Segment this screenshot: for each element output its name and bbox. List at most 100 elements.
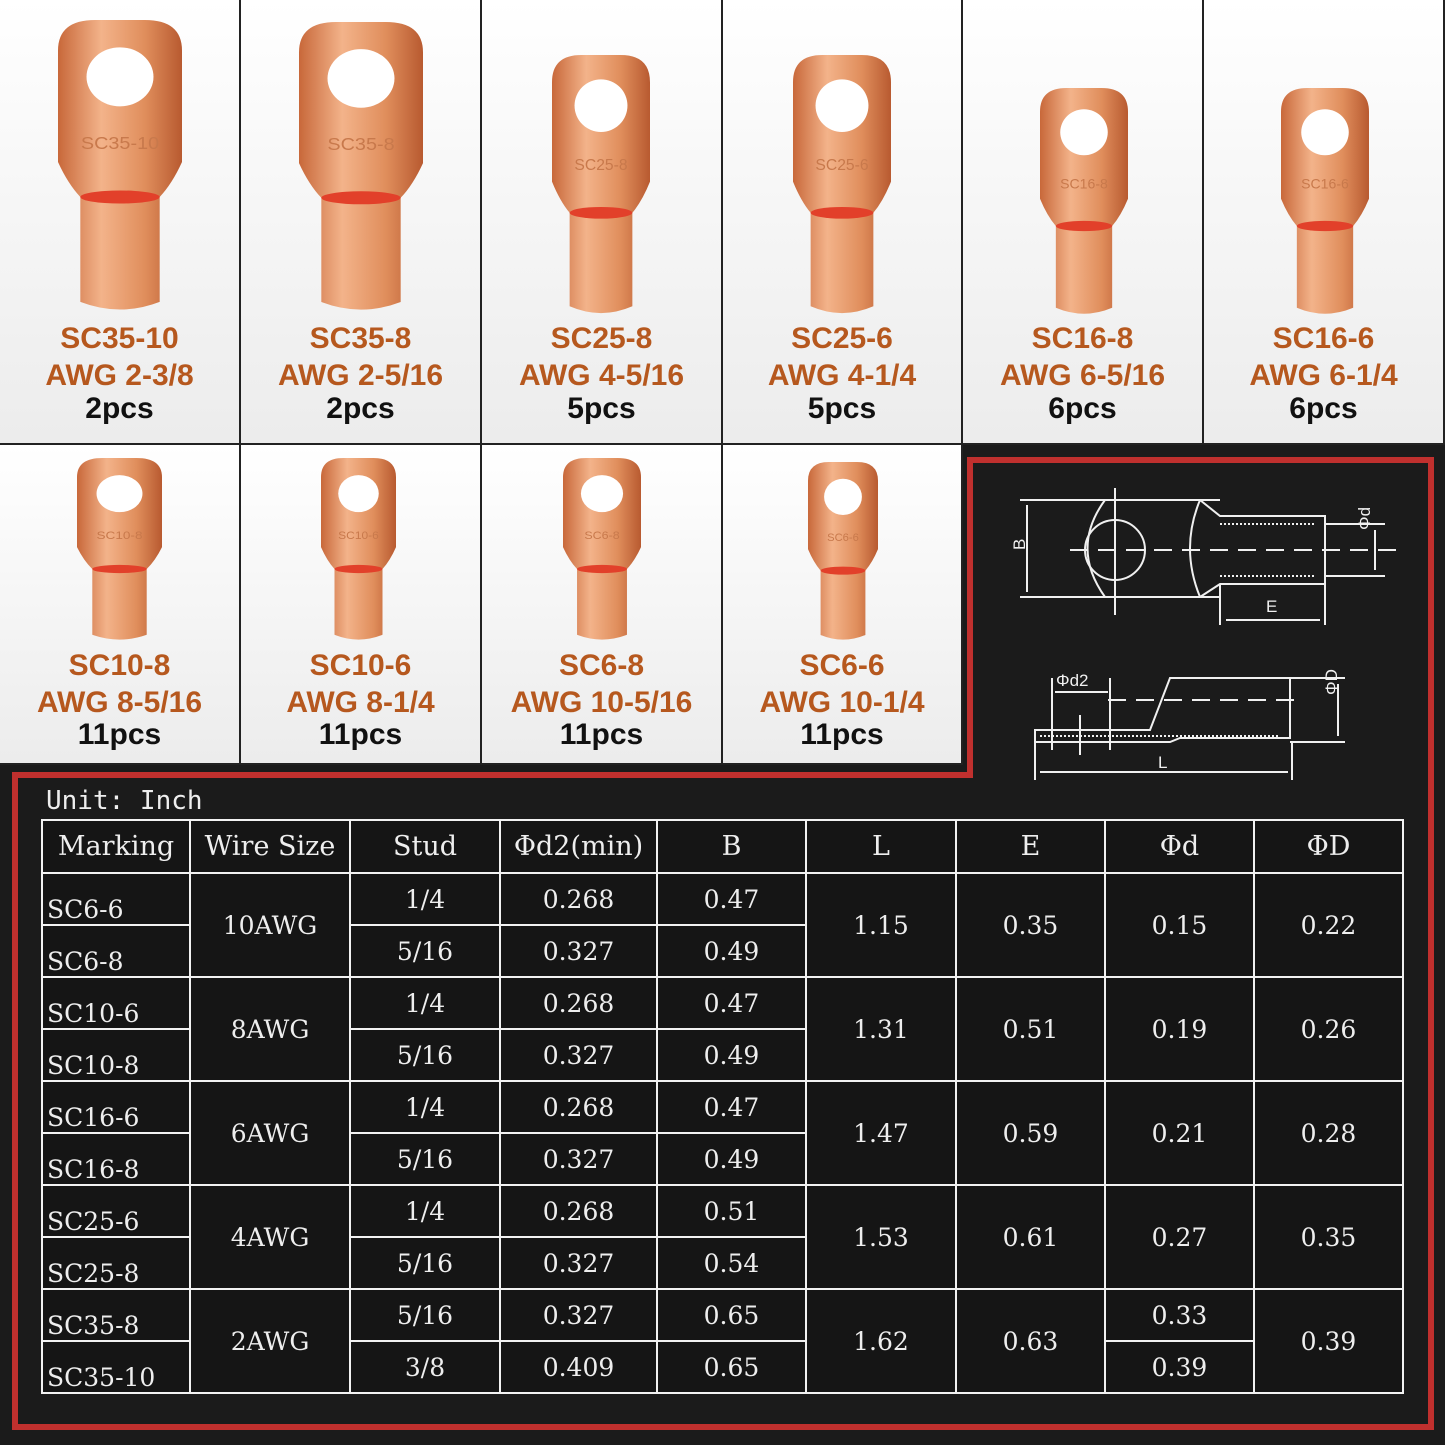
- lug-stamped-marking: SC25-8: [574, 157, 627, 174]
- product-awg: AWG 10-5/16: [510, 686, 693, 719]
- table-row: SC10-6 8AWG 1/4 0.268 0.47 1.31 0.51 0.19 0.26: [41, 976, 1404, 1082]
- stud-cell: 1/4: [349, 1080, 501, 1134]
- product-card: SC10-6 SC10-6 AWG 8-1/4 11pcs: [241, 445, 482, 765]
- b-cell: 0.49: [656, 924, 807, 978]
- d-cell: 0.21: [1104, 1080, 1255, 1186]
- product-marking: SC35-8: [309, 322, 412, 355]
- copper-lug-image: SC10-8: [77, 458, 162, 640]
- product-card: SC10-8 SC10-8 AWG 8-5/16 11pcs: [0, 445, 241, 765]
- product-marking: SC35-10: [60, 322, 179, 355]
- product-marking: SC16-8: [1031, 322, 1134, 355]
- product-awg: AWG 2-5/16: [277, 359, 444, 392]
- product-awg: AWG 2-3/8: [45, 359, 194, 392]
- stud-cell: 1/4: [349, 872, 501, 926]
- product-card: SC16-6 SC16-6 AWG 6-1/4 6pcs: [1204, 0, 1445, 445]
- marking-cell: SC35-8: [41, 1288, 191, 1342]
- wire-size-cell: 4AWG: [189, 1184, 351, 1290]
- lug-stamped-marking: SC6-8: [584, 530, 620, 542]
- marking-cell: SC25-6: [41, 1184, 191, 1238]
- product-awg: AWG 4-5/16: [518, 359, 685, 392]
- l-cell: 1.62: [805, 1288, 957, 1394]
- product-quantity: 5pcs: [807, 392, 877, 425]
- stud-cell: 1/4: [349, 1184, 501, 1238]
- column-header: B: [656, 819, 807, 874]
- d2-cell: 0.268: [499, 1080, 658, 1134]
- product-quantity: 11pcs: [800, 718, 884, 751]
- d2-cell: 0.268: [499, 1184, 658, 1238]
- e-cell: 0.35: [955, 872, 1106, 978]
- wire-size-cell: 8AWG: [189, 976, 351, 1082]
- d-cell: 0.19: [1104, 976, 1255, 1082]
- b-cell: 0.51: [656, 1184, 807, 1238]
- e-cell: 0.61: [955, 1184, 1106, 1290]
- marking-cell: SC35-10: [41, 1340, 191, 1394]
- product-card: SC6-6 SC6-6 AWG 10-1/4 11pcs: [723, 445, 963, 765]
- stud-cell: 5/16: [349, 1132, 501, 1186]
- marking-cell: SC10-6: [41, 976, 191, 1030]
- product-card: SC25-8 SC25-8 AWG 4-5/16 5pcs: [482, 0, 723, 445]
- lug-stamped-marking: SC35-10: [81, 133, 159, 153]
- lug-stamped-marking: SC35-8: [327, 134, 394, 154]
- dim-label-e: E: [1266, 597, 1277, 616]
- e-cell: 0.63: [955, 1288, 1106, 1394]
- D-cell: 0.22: [1253, 872, 1404, 978]
- lug-dimension-diagram: B Φd E Φd2 ΦD L: [1010, 488, 1400, 780]
- product-quantity: 11pcs: [559, 718, 644, 751]
- dim-label-D: ΦD: [1322, 669, 1341, 695]
- dim-label-d: Φd: [1355, 507, 1374, 530]
- product-quantity: 2pcs: [326, 392, 395, 425]
- e-cell: 0.59: [955, 1080, 1106, 1186]
- marking-cell: SC25-8: [41, 1236, 191, 1290]
- b-cell: 0.47: [656, 1080, 807, 1134]
- table-row: SC6-8 5/16 0.327 0.49: [41, 924, 1403, 978]
- column-header: Marking: [41, 819, 191, 874]
- column-header: L: [805, 819, 957, 874]
- marking-cell: SC6-8: [41, 924, 191, 978]
- unit-label: Unit: Inch: [46, 786, 203, 816]
- stud-cell: 5/16: [349, 924, 501, 978]
- d-cell: 0.15: [1104, 872, 1255, 978]
- wire-size-cell: 6AWG: [189, 1080, 351, 1186]
- copper-lug-image: SC25-8: [552, 55, 650, 314]
- product-awg: AWG 10-1/4: [759, 686, 925, 719]
- b-cell: 0.54: [656, 1236, 807, 1290]
- table-row: SC25-8 5/16 0.327 0.54: [41, 1236, 1403, 1290]
- copper-lug-image: SC16-6: [1281, 88, 1369, 314]
- copper-lug-image: SC6-8: [563, 458, 641, 640]
- d-cell: 0.27: [1104, 1184, 1255, 1290]
- product-card: SC35-10 SC35-10 AWG 2-3/8 2pcs: [0, 0, 241, 445]
- D-cell: 0.26: [1253, 976, 1404, 1082]
- lug-stamped-marking: SC6-6: [827, 532, 859, 544]
- dim-label-l: L: [1158, 753, 1167, 772]
- lug-stamped-marking: SC10-6: [338, 530, 379, 541]
- d-cell: 0.33: [1104, 1288, 1255, 1342]
- product-card: SC16-8 SC16-8 AWG 6-5/16 6pcs: [963, 0, 1204, 445]
- table-row: SC10-8 5/16 0.327 0.49: [41, 1028, 1403, 1082]
- product-marking: SC6-6: [799, 649, 885, 682]
- marking-cell: SC16-8: [41, 1132, 191, 1186]
- wire-size-cell: 2AWG: [189, 1288, 351, 1394]
- b-cell: 0.65: [656, 1340, 807, 1394]
- lug-stamped-marking: SC16-8: [1060, 176, 1108, 192]
- dim-label-b: B: [1010, 539, 1029, 550]
- stud-cell: 3/8: [349, 1340, 501, 1394]
- product-awg: AWG 8-5/16: [36, 686, 203, 719]
- product-quantity: 11pcs: [77, 718, 162, 751]
- product-marking: SC16-6: [1272, 322, 1375, 355]
- b-cell: 0.47: [656, 976, 807, 1030]
- copper-lug-image: SC35-8: [299, 22, 423, 310]
- D-cell: 0.28: [1253, 1080, 1404, 1186]
- b-cell: 0.65: [656, 1288, 807, 1342]
- stud-cell: 5/16: [349, 1028, 501, 1082]
- stud-cell: 5/16: [349, 1236, 501, 1290]
- b-cell: 0.49: [656, 1132, 807, 1186]
- b-cell: 0.47: [656, 872, 807, 926]
- copper-lug-image: SC10-6: [321, 458, 396, 640]
- d2-cell: 0.409: [499, 1340, 658, 1394]
- d2-cell: 0.327: [499, 924, 658, 978]
- column-header: E: [955, 819, 1106, 874]
- table-header-row: Marking Wire Size Stud Φd2(min) B L E Φd ΦD: [41, 819, 1404, 874]
- column-header: Φd: [1104, 819, 1255, 874]
- dim-label-d2: Φd2: [1056, 671, 1088, 690]
